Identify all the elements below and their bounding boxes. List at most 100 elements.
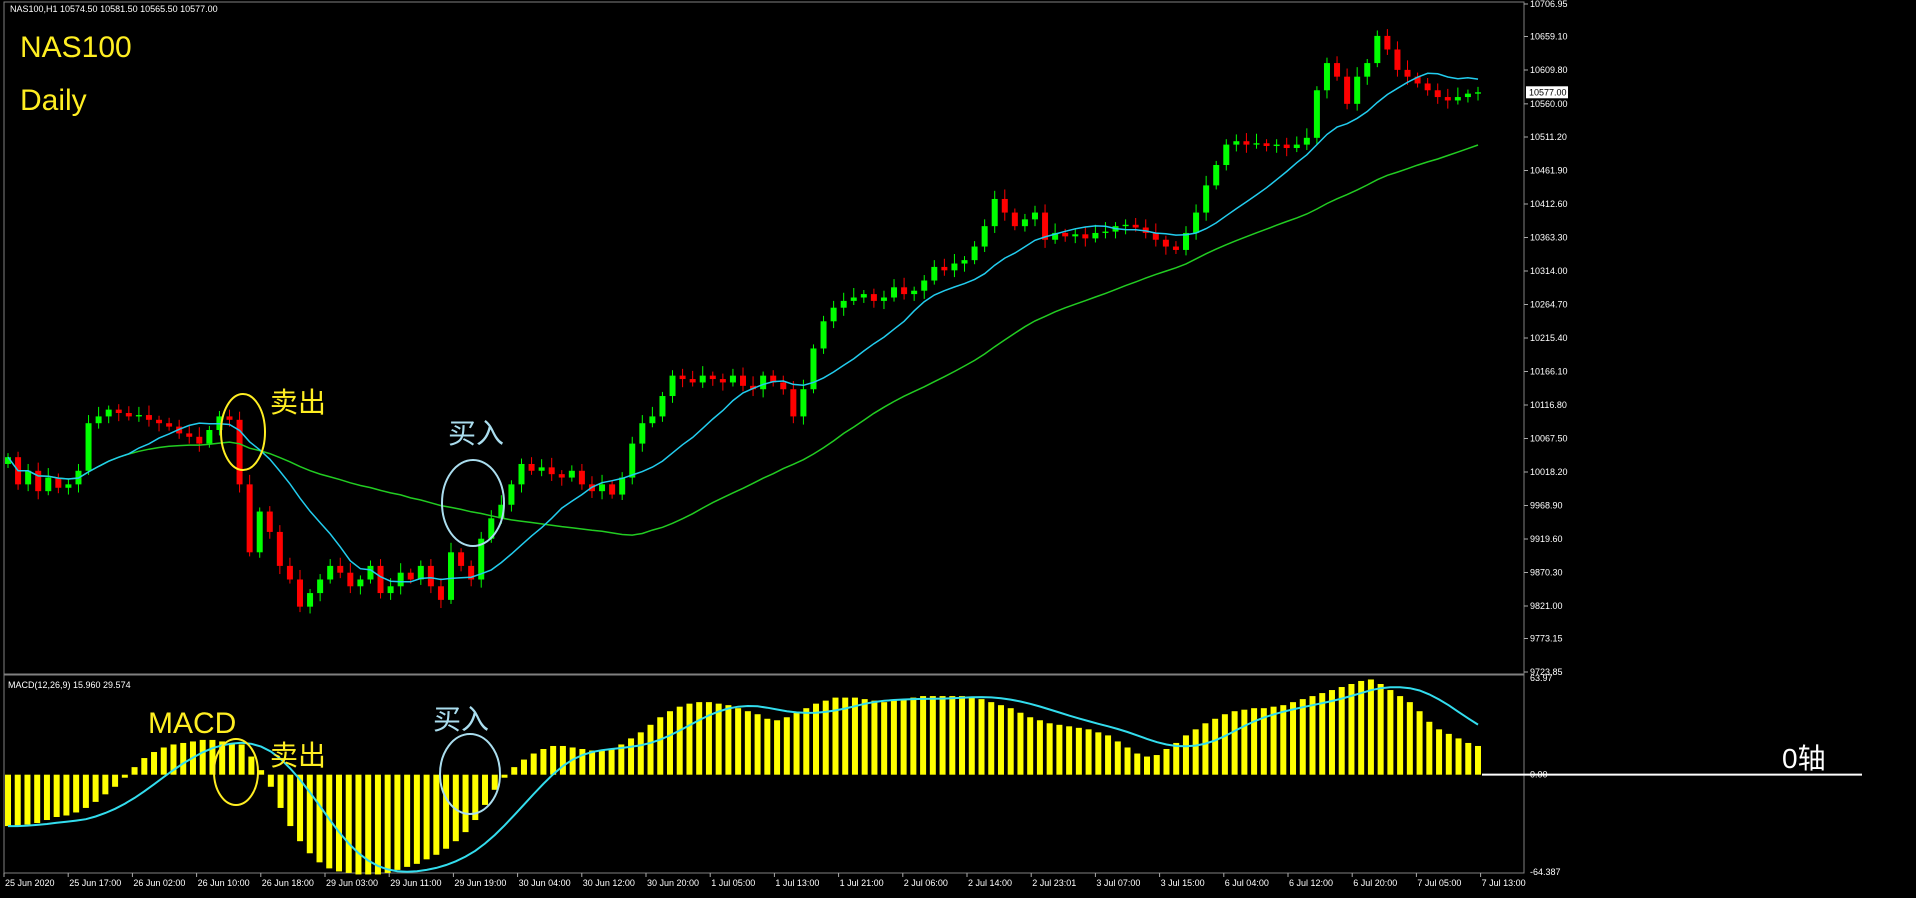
candle-body [840, 300, 847, 308]
candle-body [941, 266, 948, 271]
price-axis-label: 10659.10 [1530, 32, 1568, 42]
sell-signal-circle [220, 393, 266, 471]
candle-body [377, 565, 384, 594]
macd-histogram-bar [705, 702, 712, 775]
macd-histogram-bar [1153, 755, 1160, 775]
macd-histogram-bar [73, 774, 80, 813]
macd-histogram-bar [258, 770, 265, 775]
candle-body [1213, 165, 1220, 186]
candle-body [901, 287, 908, 295]
macd-histogram-bar [793, 712, 800, 775]
macd-histogram-bar [43, 774, 50, 821]
macd-histogram-bar [1007, 708, 1014, 775]
macd-histogram-bar [550, 745, 557, 775]
candle-body [740, 375, 746, 386]
macd-histogram-bar [92, 774, 99, 802]
candle-body [1374, 35, 1381, 64]
macd-histogram-bar [1358, 680, 1365, 775]
sell-signal-circle-macd [213, 738, 259, 806]
candle-body [498, 504, 505, 519]
candle-body [760, 375, 767, 390]
candle-body [729, 375, 736, 383]
candle-body [1011, 212, 1018, 227]
macd-histogram-bar [657, 717, 664, 775]
macd-histogram-bar [462, 774, 469, 833]
candle-body [206, 430, 213, 444]
candle-body [699, 375, 706, 383]
time-axis-label: 3 Jul 15:00 [1161, 878, 1205, 888]
macd-histogram-bar [754, 714, 761, 775]
macd-histogram-bar [676, 706, 683, 775]
price-axis-label: 9968.90 [1530, 500, 1563, 510]
candle-body [1223, 144, 1230, 166]
price-axis-label: 9919.60 [1530, 534, 1563, 544]
macd-histogram-bar [501, 774, 508, 778]
candle-body [1434, 90, 1441, 98]
slow-moving-average-line [7, 144, 1479, 536]
macd-histogram-bar [1251, 708, 1258, 775]
macd-histogram-bar [628, 738, 635, 775]
price-axis-label: 9821.00 [1530, 601, 1563, 611]
macd-histogram-bar [404, 774, 411, 867]
candle-body [1384, 35, 1391, 50]
candle-body [166, 423, 173, 427]
macd-histogram-bar [598, 750, 605, 775]
macd-histogram-bar [1114, 741, 1121, 775]
macd-histogram-bar [569, 747, 576, 775]
fast-moving-average-line [7, 72, 1479, 583]
macd-histogram-bar [637, 732, 644, 775]
macd-histogram-bar [1066, 726, 1073, 775]
macd-histogram-bar [131, 767, 138, 775]
candle-body [1364, 63, 1371, 77]
candle-body [85, 423, 92, 471]
macd-histogram-bar [1436, 729, 1443, 775]
macd-histogram-bar [1231, 711, 1238, 775]
candle-body [991, 198, 998, 227]
macd-histogram-bar [647, 724, 654, 775]
candle-body [186, 433, 193, 437]
macd-histogram-bar [1212, 718, 1219, 775]
candle-body [719, 379, 726, 383]
candle-body [437, 586, 444, 600]
candle-body [337, 565, 344, 573]
time-axis-label: 2 Jul 23:01 [1032, 878, 1076, 888]
time-axis-label: 30 Jun 04:00 [519, 878, 571, 888]
macd-histogram-bar [102, 774, 109, 795]
candle-body [1193, 212, 1200, 233]
macd-histogram-bar [1328, 690, 1335, 775]
macd-histogram-bar [423, 774, 430, 860]
candle-body [1344, 76, 1351, 104]
macd-histogram-bar [988, 702, 995, 775]
candle-body [971, 246, 978, 261]
macd-histogram-bar [297, 774, 304, 842]
macd-histogram-bar [1475, 745, 1481, 775]
price-axis-label: 10264.70 [1530, 300, 1568, 310]
macd-histogram-bar [1095, 732, 1102, 775]
time-axis-label: 26 Jun 10:00 [198, 878, 250, 888]
macd-histogram-bar [910, 697, 917, 775]
candle-body [387, 586, 394, 594]
macd-histogram-bar [968, 697, 975, 775]
macd-histogram-bar [1202, 723, 1209, 775]
candle-body [800, 389, 807, 417]
macd-histogram-bar [842, 697, 849, 775]
macd-histogram-bar [861, 699, 868, 775]
candle-body [1132, 224, 1139, 228]
buy-signal-circle-macd [439, 733, 501, 815]
candle-body [961, 260, 968, 264]
macd-histogram-bar [1348, 684, 1355, 775]
macd-histogram-bar [1105, 735, 1112, 775]
candle-body [478, 538, 485, 580]
macd-histogram-bar [920, 696, 927, 775]
candle-body [35, 470, 42, 492]
macd-header: MACD(12,26,9) 15.960 29.574 [8, 680, 131, 690]
time-axis-label: 6 Jul 20:00 [1353, 878, 1397, 888]
macd-histogram-bar [696, 702, 703, 775]
macd-histogram-bar [1036, 720, 1043, 775]
macd-histogram-bar [1241, 709, 1248, 775]
macd-histogram-bar [1270, 706, 1277, 775]
price-axis-label: 10116.80 [1530, 400, 1567, 410]
candle-body [1404, 69, 1411, 77]
